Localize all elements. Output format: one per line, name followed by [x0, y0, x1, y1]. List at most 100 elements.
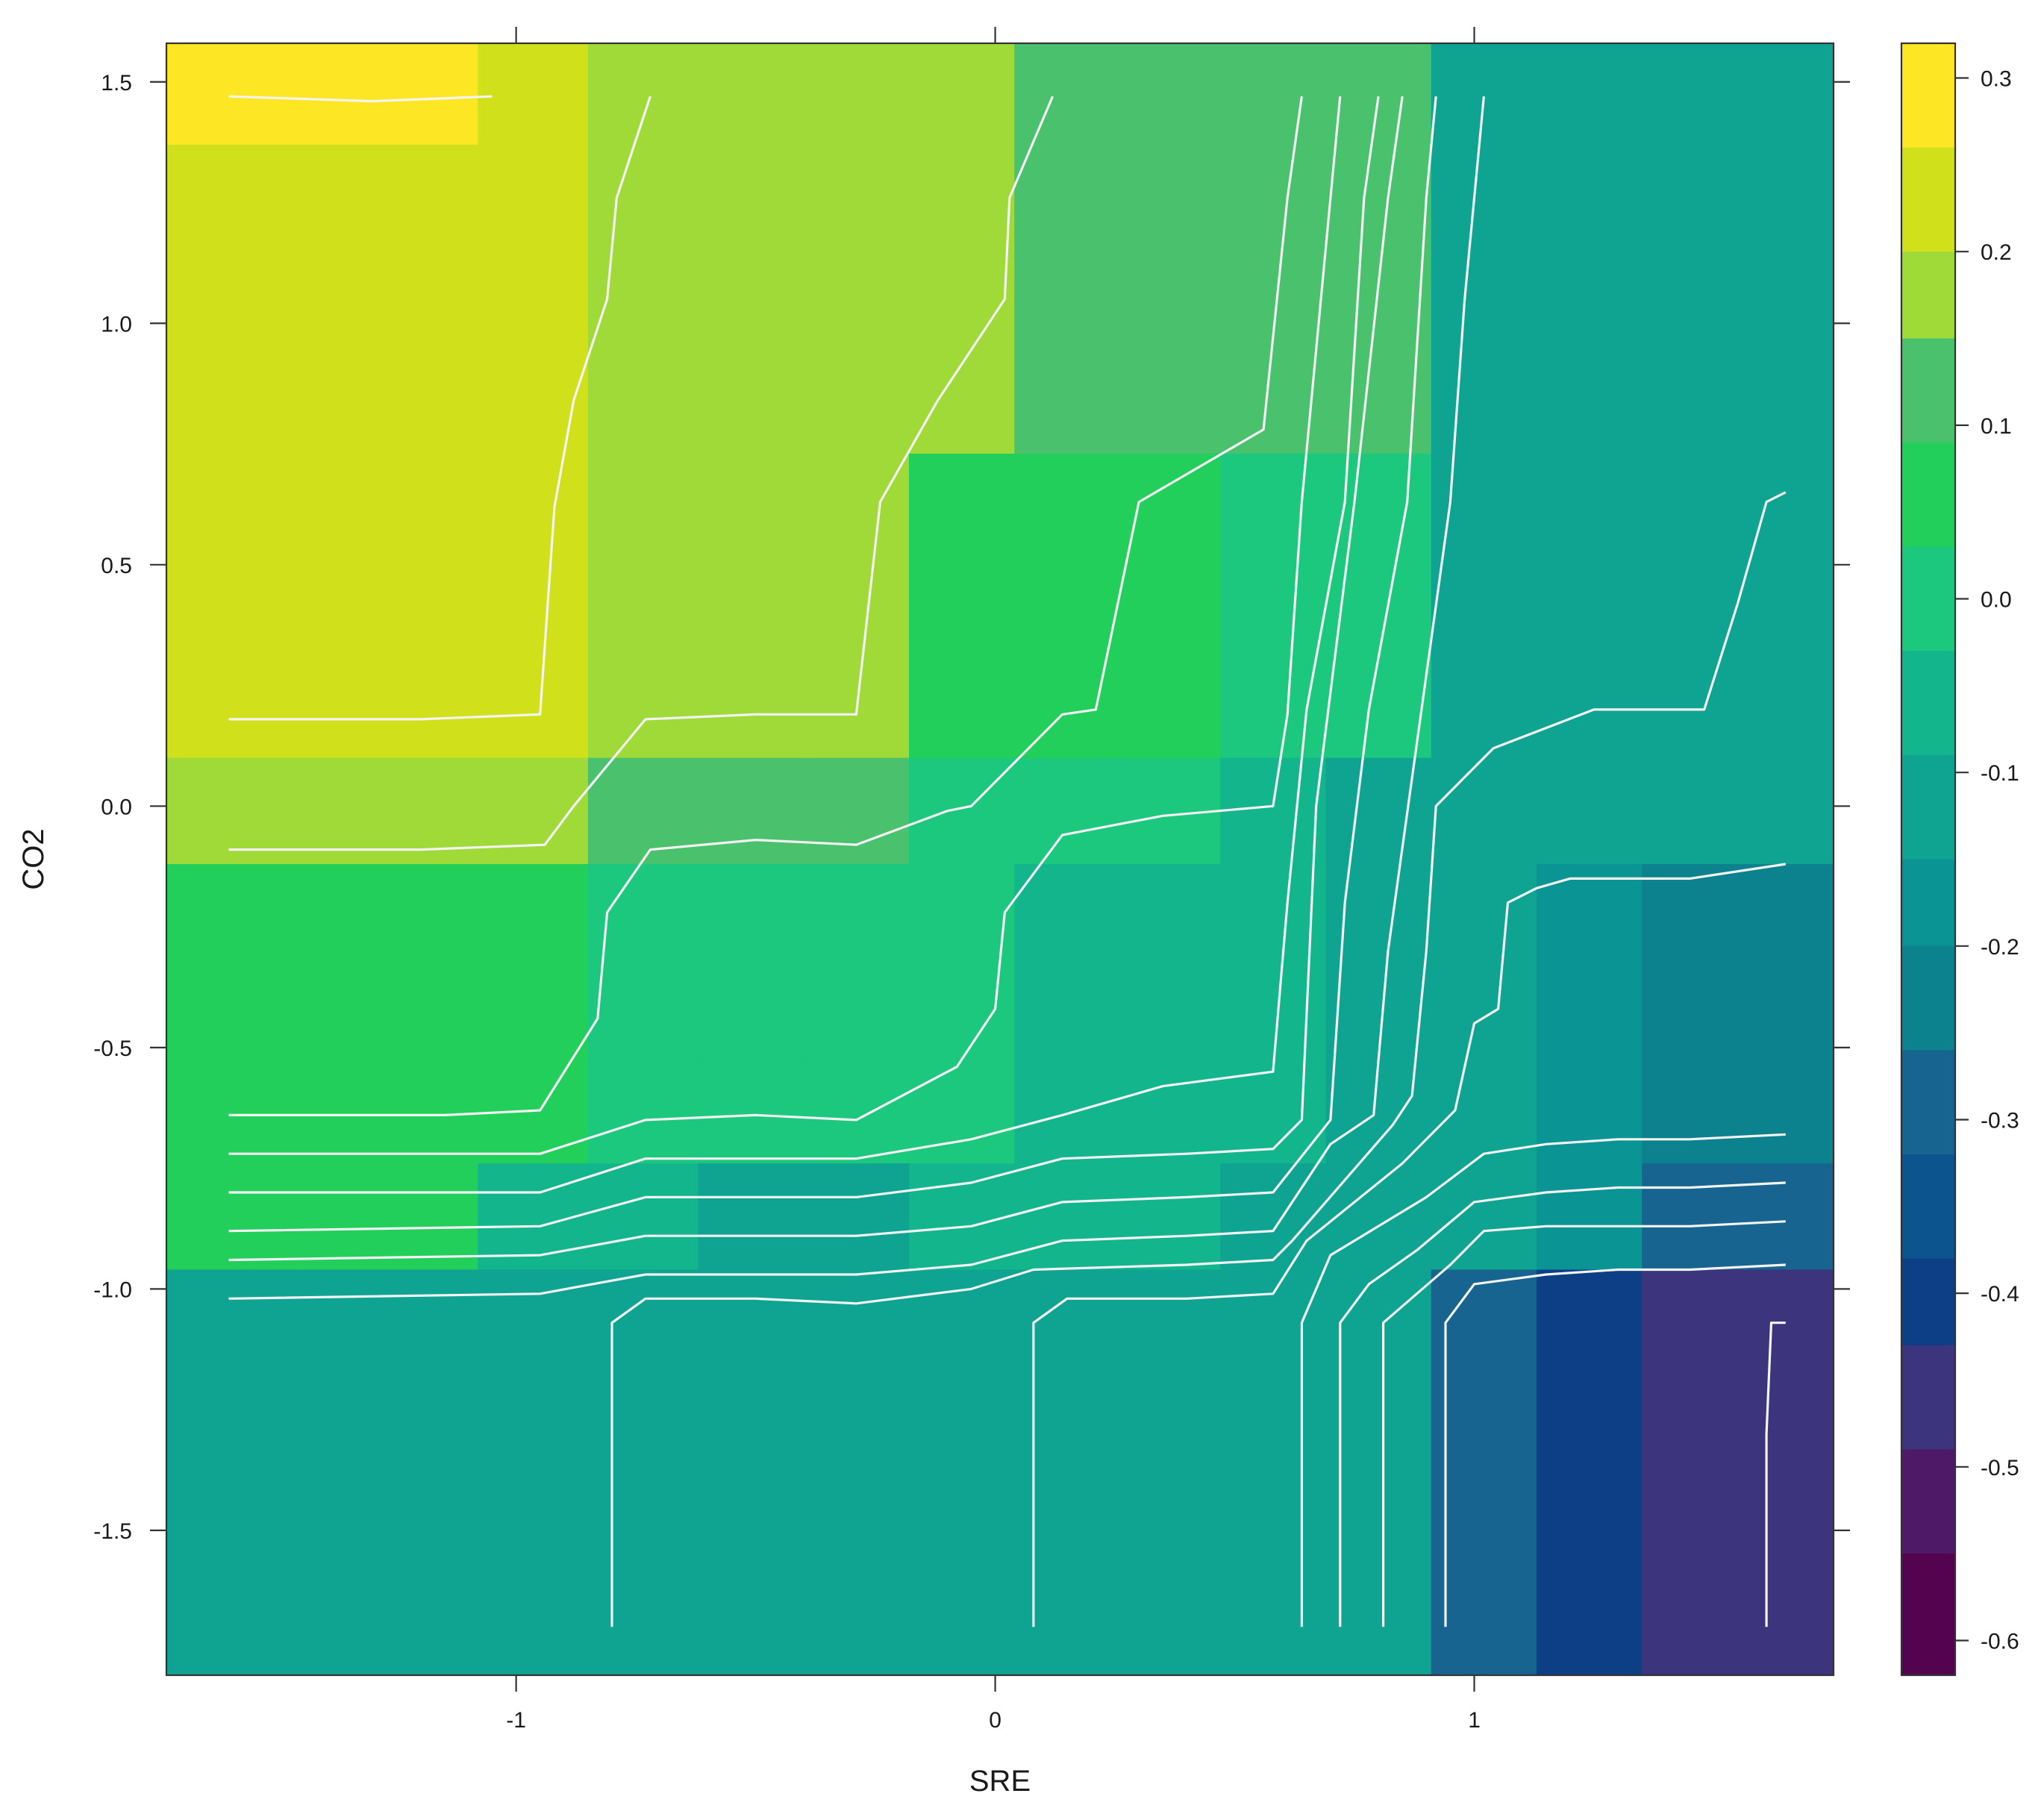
colorbar-swatch — [1901, 1449, 1955, 1554]
heatmap-cell — [698, 43, 804, 146]
heatmap-cell — [803, 144, 910, 454]
heatmap-cell — [1115, 1269, 1221, 1676]
y-tick-label: 1.0 — [101, 312, 132, 337]
heatmap-cell — [587, 453, 699, 759]
heatmap-cell — [1220, 1163, 1327, 1271]
colorbar-swatch — [1901, 1345, 1955, 1451]
heatmap-cell — [909, 144, 1015, 454]
heatmap-cell — [1642, 1062, 1748, 1164]
heatmap-cell — [698, 757, 804, 865]
heatmap-cell — [1115, 863, 1221, 1063]
y-tick-label: -1.5 — [93, 1519, 132, 1544]
heatmap-cell — [1536, 1269, 1643, 1676]
axis-ticks: -1 0 1 -1.5 -1.0 -0.5 0.0 0.5 1.0 1.5 — [93, 27, 1850, 1733]
colorbar-tick-label: -0.6 — [1981, 1629, 2019, 1654]
heatmap-cell — [909, 1269, 1015, 1676]
heatmap-cell — [698, 1163, 804, 1271]
contour-line — [228, 96, 1437, 1262]
heatmap-cell — [1747, 144, 1834, 454]
heatmap-cell — [1642, 453, 1748, 759]
heatmap-cell — [1747, 1163, 1834, 1271]
plot-frame — [165, 42, 1835, 1677]
contour-line — [1765, 1322, 1786, 1627]
colorbar-tick-label: -0.4 — [1981, 1282, 2019, 1307]
heatmap-cell — [1220, 43, 1327, 146]
colorbar-tick-label: 0.2 — [1981, 240, 2012, 265]
y-tick-label: -1.0 — [93, 1277, 132, 1302]
heatmap-cell — [166, 757, 478, 865]
contour-line — [1382, 1220, 1786, 1627]
heatmap-cell — [1536, 863, 1643, 1063]
colorbar-swatch — [1901, 754, 1955, 860]
colorbar-swatch — [1901, 147, 1955, 252]
heatmap-cell — [1115, 43, 1221, 146]
x-tick-label: -1 — [506, 1708, 526, 1733]
heatmap-cell — [1220, 863, 1327, 1063]
heatmap-cell — [478, 43, 589, 146]
heatmap-cell — [1431, 1163, 1537, 1271]
heatmap-cell — [1325, 1269, 1432, 1676]
heatmap-cell — [1536, 1062, 1643, 1164]
heatmap-cell — [803, 43, 910, 146]
heatmap-cell — [1642, 863, 1748, 1063]
heatmap-cell — [1747, 1062, 1834, 1164]
colorbar-swatch — [1901, 251, 1955, 340]
colorbar-legend: 0.3 0.2 0.1 0.0 -0.1 -0.2 -0.3 -0.4 -0.5 -0.6 — [1900, 42, 2019, 1677]
heatmap-cell — [909, 453, 1015, 759]
heatmap-cell — [1431, 1062, 1537, 1164]
heatmap-cell — [1115, 453, 1221, 759]
heatmap-cell — [166, 863, 478, 1063]
heatmap-cell — [803, 1062, 910, 1164]
colorbar-tick-label: 0.3 — [1981, 67, 2012, 92]
colorbar-swatch — [1901, 945, 1955, 1051]
heatmap-cell — [1014, 144, 1116, 454]
heatmap-cell — [1536, 453, 1643, 759]
heatmap-cell — [1642, 144, 1748, 454]
heatmap-cell — [587, 757, 699, 865]
heatmap-cell — [1220, 144, 1327, 454]
contour-line — [228, 96, 1380, 1194]
heatmap-cell — [1536, 1163, 1643, 1271]
colorbar-tick-label: -0.1 — [1981, 761, 2019, 786]
heatmap-cell — [1220, 453, 1327, 759]
heatmap-cell — [803, 863, 910, 1063]
contour-line — [1339, 1181, 1786, 1627]
x-tick-label: 1 — [1468, 1708, 1481, 1733]
heatmap-cell — [166, 1163, 478, 1271]
heatmap-cell — [1220, 1269, 1327, 1676]
heatmap-cell — [698, 144, 804, 454]
heatmap-cell — [166, 1269, 478, 1676]
colorbar-swatch — [1901, 442, 1955, 548]
heatmap-cell — [1014, 757, 1116, 865]
heatmap-cell — [698, 863, 804, 1063]
colorbar-swatch — [1901, 338, 1955, 443]
contour-line — [1032, 863, 1787, 1627]
heatmap-cell — [1642, 1269, 1748, 1676]
heatmap-cell — [1325, 1163, 1432, 1271]
y-tick-label: 0.5 — [101, 554, 132, 578]
heatmap-cell — [587, 1269, 699, 1676]
heatmap-cell — [1747, 757, 1834, 865]
heatmap-cell — [587, 1062, 699, 1164]
heatmap-cell — [1115, 1163, 1221, 1271]
heatmap-cell — [1014, 1269, 1116, 1676]
heatmap-cell — [478, 1269, 589, 1676]
colorbar-frame — [1900, 42, 1957, 1677]
heatmap-cell — [166, 453, 478, 759]
heatmap-cell — [1431, 453, 1537, 759]
contour-line — [610, 491, 1787, 1627]
contour-line — [228, 96, 1342, 1155]
heatmap-cell — [166, 43, 478, 146]
heatmap-cell — [1747, 863, 1834, 1063]
heatmap-cell — [587, 1163, 699, 1271]
colorbar-tick-label: 0.0 — [1981, 588, 2012, 613]
heatmap-cell — [1431, 1269, 1537, 1676]
heatmap-cell — [1115, 1062, 1221, 1164]
heatmap-cell — [1431, 757, 1537, 865]
heatmap-cell — [478, 453, 589, 759]
colorbar-swatch — [1901, 1154, 1955, 1260]
contour-line — [228, 96, 1485, 1300]
heatmap-cell — [698, 1062, 804, 1164]
heatmap-cell — [1431, 863, 1537, 1063]
heatmap-cell — [587, 43, 699, 146]
